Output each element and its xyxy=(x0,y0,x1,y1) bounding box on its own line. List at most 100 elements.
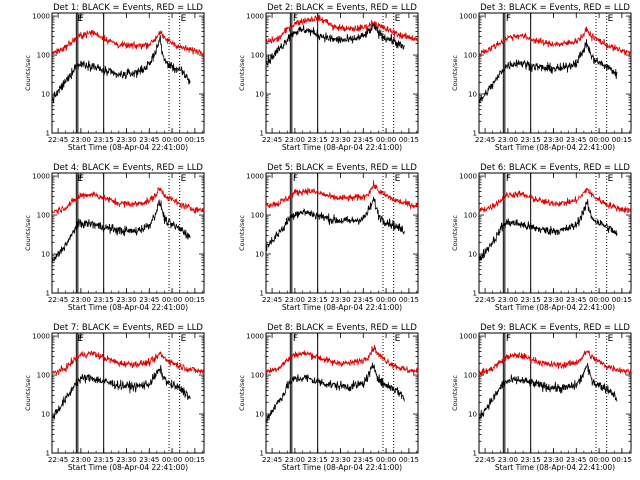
panel-title: Det 6: BLACK = Events, RED = LLD xyxy=(480,163,630,173)
y-tick-label: 1000 xyxy=(32,13,50,21)
y-tick-label: 1000 xyxy=(246,13,264,21)
x-tick-label: 23:45 xyxy=(353,136,373,144)
y-axis-label: Counts/sec xyxy=(238,55,246,91)
x-tick-label: 00:00 xyxy=(589,456,609,464)
x-tick-label: 22:45 xyxy=(475,136,495,144)
marker-label: E xyxy=(181,334,187,344)
detector-panel-2: Det 2: BLACK = Events, RED = LLD 1 10 100 10… xyxy=(238,3,419,152)
y-tick-label: 1000 xyxy=(32,333,50,341)
panel-title: Det 5: BLACK = Events, RED = LLD xyxy=(267,163,417,173)
y-axis-label: Counts/sec xyxy=(238,375,246,411)
x-tick-label: 23:30 xyxy=(330,136,350,144)
plot-frame xyxy=(478,332,632,454)
marker-label: E xyxy=(77,14,83,24)
x-tick-label: 00:00 xyxy=(376,456,396,464)
detector-panel-7: Det 7: BLACK = Events, RED = LLD 1 10 100 10… xyxy=(24,323,205,472)
x-tick-label: 23:15 xyxy=(94,456,114,464)
y-tick-label: 1000 xyxy=(246,173,264,181)
x-tick-label: 23:45 xyxy=(566,456,586,464)
x-tick-label: 22:45 xyxy=(475,456,495,464)
plot-frame xyxy=(265,172,419,294)
y-tick-label: 1 xyxy=(260,290,264,298)
x-tick-label: 00:15 xyxy=(612,296,632,304)
y-axis-label: Counts/sec xyxy=(451,215,459,251)
x-tick-label: 00:15 xyxy=(399,136,419,144)
y-tick-label: 1 xyxy=(260,130,264,138)
series-line-events xyxy=(265,362,405,422)
x-tick-label: 00:15 xyxy=(612,136,632,144)
x-axis-label: Start Time (08-Apr-04 22:41:00) xyxy=(68,143,188,152)
y-tick-label: 100 xyxy=(464,212,477,220)
y-tick-label: 10 xyxy=(468,251,477,259)
y-tick-label: 1 xyxy=(473,130,477,138)
x-tick-label: 00:15 xyxy=(399,456,419,464)
series-line-lld xyxy=(51,186,205,215)
marker-label: E xyxy=(608,334,614,344)
x-tick-label: 23:30 xyxy=(330,456,350,464)
marker-label: E xyxy=(395,334,401,344)
x-axis-label: Start Time (08-Apr-04 22:41:00) xyxy=(282,463,402,472)
x-tick-label: 23:15 xyxy=(94,296,114,304)
series-line-events xyxy=(51,365,191,420)
x-tick-label: 23:00 xyxy=(71,456,91,464)
series-line-events xyxy=(478,39,618,105)
detector-panel-5: Det 5: BLACK = Events, RED = LLD 1 10 100 10… xyxy=(238,163,419,312)
y-tick-label: 1000 xyxy=(459,333,477,341)
x-axis-label: Start Time (08-Apr-04 22:41:00) xyxy=(495,463,615,472)
marker-label: F xyxy=(293,174,298,184)
y-tick-label: 10 xyxy=(41,251,50,259)
marker-label: F xyxy=(506,14,511,24)
x-tick-label: 23:15 xyxy=(94,136,114,144)
detector-panel-3: Det 3: BLACK = Events, RED = LLD 1 10 100 10… xyxy=(451,3,632,152)
x-tick-label: 23:30 xyxy=(543,136,563,144)
x-tick-label: 23:45 xyxy=(353,456,373,464)
x-tick-label: 00:00 xyxy=(162,136,182,144)
y-tick-label: 1000 xyxy=(32,173,50,181)
series-line-events xyxy=(265,22,405,67)
series-line-lld xyxy=(478,26,632,57)
marker-label: F xyxy=(79,14,84,24)
series-line-events xyxy=(478,363,618,420)
x-tick-label: 00:00 xyxy=(162,456,182,464)
marker-label: E xyxy=(181,14,187,24)
x-tick-label: 23:30 xyxy=(116,456,136,464)
x-axis-label: Start Time (08-Apr-04 22:41:00) xyxy=(495,143,615,152)
panel-title: Det 1: BLACK = Events, RED = LLD xyxy=(53,3,203,13)
y-tick-label: 10 xyxy=(468,91,477,99)
y-tick-label: 100 xyxy=(464,372,477,380)
x-tick-label: 00:00 xyxy=(376,136,396,144)
marker-label: F xyxy=(79,334,84,344)
x-tick-label: 00:00 xyxy=(162,296,182,304)
panel-title: Det 2: BLACK = Events, RED = LLD xyxy=(267,3,417,13)
y-tick-label: 1 xyxy=(46,130,50,138)
detector-panel-4: Det 4: BLACK = Events, RED = LLD 1 10 100 10… xyxy=(24,163,205,312)
x-tick-label: 00:00 xyxy=(589,136,609,144)
panel-title: Det 9: BLACK = Events, RED = LLD xyxy=(480,323,630,333)
x-tick-label: 23:15 xyxy=(308,296,328,304)
x-tick-label: 23:45 xyxy=(353,296,373,304)
x-tick-label: 23:30 xyxy=(543,296,563,304)
x-tick-label: 23:15 xyxy=(308,136,328,144)
x-tick-label: 23:15 xyxy=(308,456,328,464)
marker-label: F xyxy=(506,174,511,184)
marker-label: F xyxy=(293,14,298,24)
panel-title: Det 3: BLACK = Events, RED = LLD xyxy=(480,3,630,13)
series-line-events xyxy=(478,199,618,261)
x-tick-label: 22:45 xyxy=(262,136,282,144)
y-tick-label: 1 xyxy=(46,290,50,298)
series-line-lld xyxy=(265,180,419,210)
x-tick-label: 22:45 xyxy=(475,296,495,304)
x-tick-label: 23:15 xyxy=(521,136,541,144)
y-tick-label: 10 xyxy=(255,411,264,419)
y-tick-label: 100 xyxy=(37,212,50,220)
x-tick-label: 22:45 xyxy=(262,296,282,304)
marker-label: F xyxy=(506,334,511,344)
x-tick-label: 23:45 xyxy=(566,136,586,144)
x-axis-label: Start Time (08-Apr-04 22:41:00) xyxy=(282,303,402,312)
y-tick-label: 1 xyxy=(473,450,477,458)
x-tick-label: 23:00 xyxy=(71,136,91,144)
series-line-lld xyxy=(478,349,632,377)
marker-label: F xyxy=(79,174,84,184)
detector-panel-6: Det 6: BLACK = Events, RED = LLD 1 10 100 10… xyxy=(451,163,632,312)
